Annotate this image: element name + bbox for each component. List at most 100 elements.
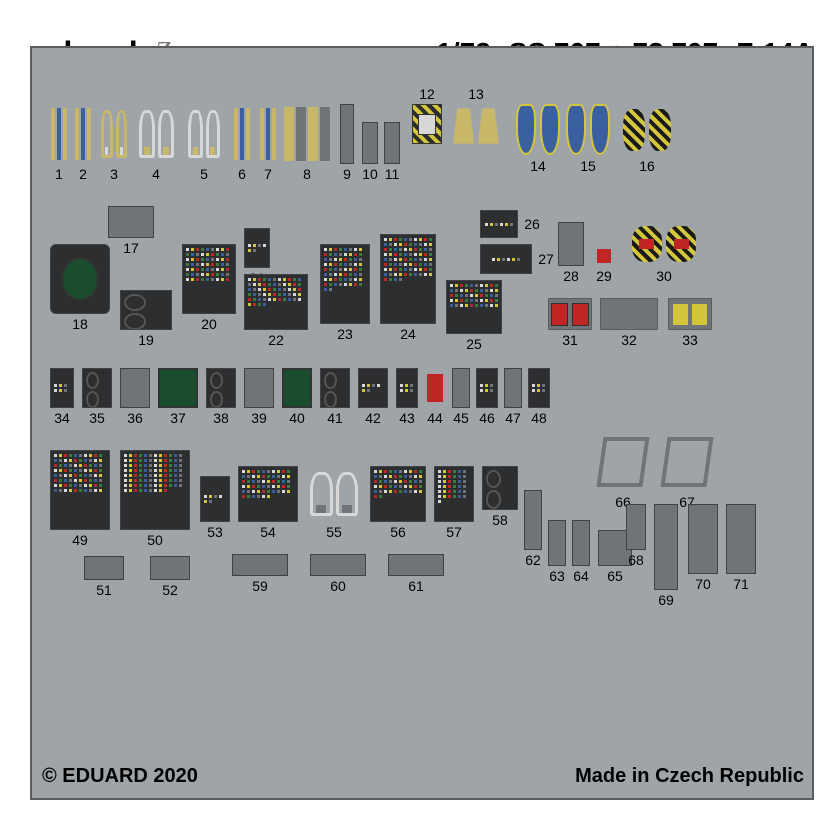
part-4 xyxy=(136,104,176,164)
part-63 xyxy=(548,520,566,566)
part-25 xyxy=(446,280,502,334)
part-21 xyxy=(244,228,270,268)
part-label: 4 xyxy=(146,166,166,182)
part-15 xyxy=(566,104,610,156)
part-label: 46 xyxy=(477,410,497,426)
part-label: 41 xyxy=(325,410,345,426)
part-37 xyxy=(158,368,198,408)
part-label: 12 xyxy=(417,86,437,102)
part-12 xyxy=(412,104,442,144)
part-label: 34 xyxy=(52,410,72,426)
part-label: 40 xyxy=(287,410,307,426)
part-label: 32 xyxy=(619,332,639,348)
part-10 xyxy=(362,122,378,164)
part-42 xyxy=(358,368,388,408)
part-66 xyxy=(596,432,650,492)
part-label: 7 xyxy=(258,166,278,182)
part-48 xyxy=(528,368,550,408)
part-label: 62 xyxy=(523,552,543,568)
part-31 xyxy=(548,298,592,330)
part-label: 29 xyxy=(594,268,614,284)
part-label: 36 xyxy=(125,410,145,426)
part-label: 18 xyxy=(70,316,90,332)
part-label: 48 xyxy=(529,410,549,426)
part-label: 9 xyxy=(337,166,357,182)
part-label: 5 xyxy=(194,166,214,182)
part-30 xyxy=(624,222,704,266)
part-51 xyxy=(84,556,124,580)
part-label: 69 xyxy=(656,592,676,608)
part-35 xyxy=(82,368,112,408)
part-19 xyxy=(120,290,172,330)
part-label: 30 xyxy=(654,268,674,284)
part-label: 15 xyxy=(578,158,598,174)
part-9 xyxy=(340,104,354,164)
part-label: 19 xyxy=(136,332,156,348)
part-43 xyxy=(396,368,418,408)
part-1 xyxy=(50,104,68,164)
part-label: 16 xyxy=(637,158,657,174)
part-label: 60 xyxy=(328,578,348,594)
part-39 xyxy=(244,368,274,408)
part-label: 70 xyxy=(693,576,713,592)
part-56 xyxy=(370,466,426,522)
part-38 xyxy=(206,368,236,408)
part-47 xyxy=(504,368,522,408)
part-62 xyxy=(524,490,542,550)
part-24 xyxy=(380,234,436,324)
part-20 xyxy=(182,244,236,314)
part-label: 49 xyxy=(70,532,90,548)
part-70 xyxy=(688,504,718,574)
part-label: 10 xyxy=(360,166,380,182)
part-label: 53 xyxy=(205,524,225,540)
part-label: 31 xyxy=(560,332,580,348)
part-17 xyxy=(108,206,154,238)
part-46 xyxy=(476,368,498,408)
part-label: 22 xyxy=(266,332,286,348)
part-26 xyxy=(480,210,518,238)
part-2 xyxy=(74,104,92,164)
copyright-text: © EDUARD 2020 xyxy=(42,765,198,788)
madein-text: Made in Czech Republic xyxy=(575,765,804,788)
part-label: 20 xyxy=(199,316,219,332)
part-60 xyxy=(310,554,366,576)
part-label: 27 xyxy=(536,251,556,267)
part-label: 59 xyxy=(250,578,270,594)
part-label: 57 xyxy=(444,524,464,540)
part-label: 54 xyxy=(258,524,278,540)
part-label: 28 xyxy=(561,268,581,284)
part-55 xyxy=(306,466,362,522)
part-label: 2 xyxy=(73,166,93,182)
part-50 xyxy=(120,450,190,530)
part-label: 33 xyxy=(680,332,700,348)
part-label: 61 xyxy=(406,578,426,594)
part-label: 56 xyxy=(388,524,408,540)
part-label: 39 xyxy=(249,410,269,426)
part-label: 65 xyxy=(605,568,625,584)
part-54 xyxy=(238,466,298,522)
part-label: 45 xyxy=(451,410,471,426)
part-44 xyxy=(424,368,446,408)
part-45 xyxy=(452,368,470,408)
part-64 xyxy=(572,520,590,566)
part-16 xyxy=(618,104,676,156)
part-label: 43 xyxy=(397,410,417,426)
part-label: 64 xyxy=(571,568,591,584)
part-29 xyxy=(594,246,614,266)
part-8 xyxy=(284,104,330,164)
part-label: 26 xyxy=(522,216,542,232)
part-28 xyxy=(558,222,584,266)
part-32 xyxy=(600,298,658,330)
part-53 xyxy=(200,476,230,522)
part-52 xyxy=(150,556,190,580)
part-label: 1 xyxy=(49,166,69,182)
part-49 xyxy=(50,450,110,530)
part-label: 3 xyxy=(104,166,124,182)
part-label: 14 xyxy=(528,158,548,174)
part-label: 23 xyxy=(335,326,355,342)
part-36 xyxy=(120,368,150,408)
part-33 xyxy=(668,298,712,330)
part-6 xyxy=(232,104,252,164)
part-label: 38 xyxy=(211,410,231,426)
part-58 xyxy=(482,466,518,510)
